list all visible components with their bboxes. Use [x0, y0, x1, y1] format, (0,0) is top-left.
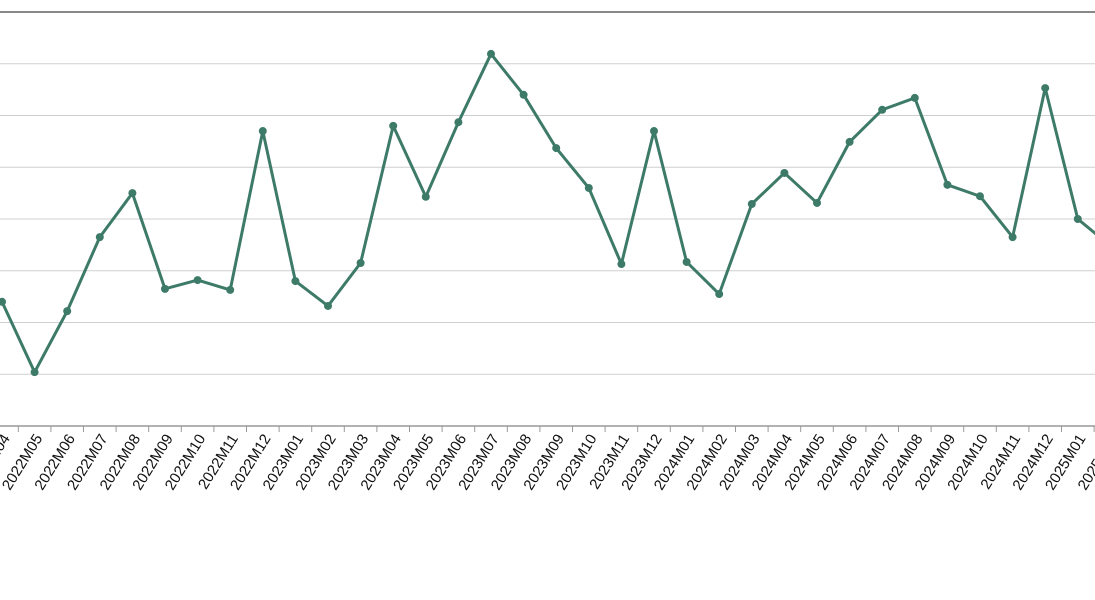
data-point: [650, 127, 658, 136]
data-point: [161, 284, 169, 293]
data-point: [389, 121, 398, 130]
data-point: [324, 301, 332, 310]
data-point: [421, 192, 430, 201]
data-point: [976, 192, 984, 201]
data-point: [747, 199, 756, 208]
data-point: [30, 368, 39, 377]
data-point: [617, 260, 626, 269]
data-point: [63, 307, 72, 316]
data-point: [584, 183, 593, 192]
data-point: [910, 93, 919, 102]
data-point: [813, 198, 821, 207]
data-point: [845, 137, 854, 146]
data-point: [519, 90, 528, 99]
data-point: [454, 118, 463, 127]
data-point: [226, 285, 235, 294]
data-point: [291, 277, 300, 286]
data-point: [1073, 215, 1082, 223]
data-point: [487, 49, 495, 58]
data-point: [878, 105, 887, 114]
data-point: [943, 180, 952, 189]
data-point: [0, 297, 6, 306]
data-point: [682, 257, 691, 266]
data-point: [128, 189, 137, 198]
data-point: [552, 144, 561, 153]
data-point: [1008, 233, 1017, 242]
data-point: [780, 168, 789, 177]
data-point: [356, 258, 365, 267]
data-point: [1041, 84, 1050, 93]
data-point: [193, 276, 202, 285]
data-point: [95, 233, 104, 242]
data-point: [258, 127, 267, 136]
data-point: [715, 290, 724, 299]
